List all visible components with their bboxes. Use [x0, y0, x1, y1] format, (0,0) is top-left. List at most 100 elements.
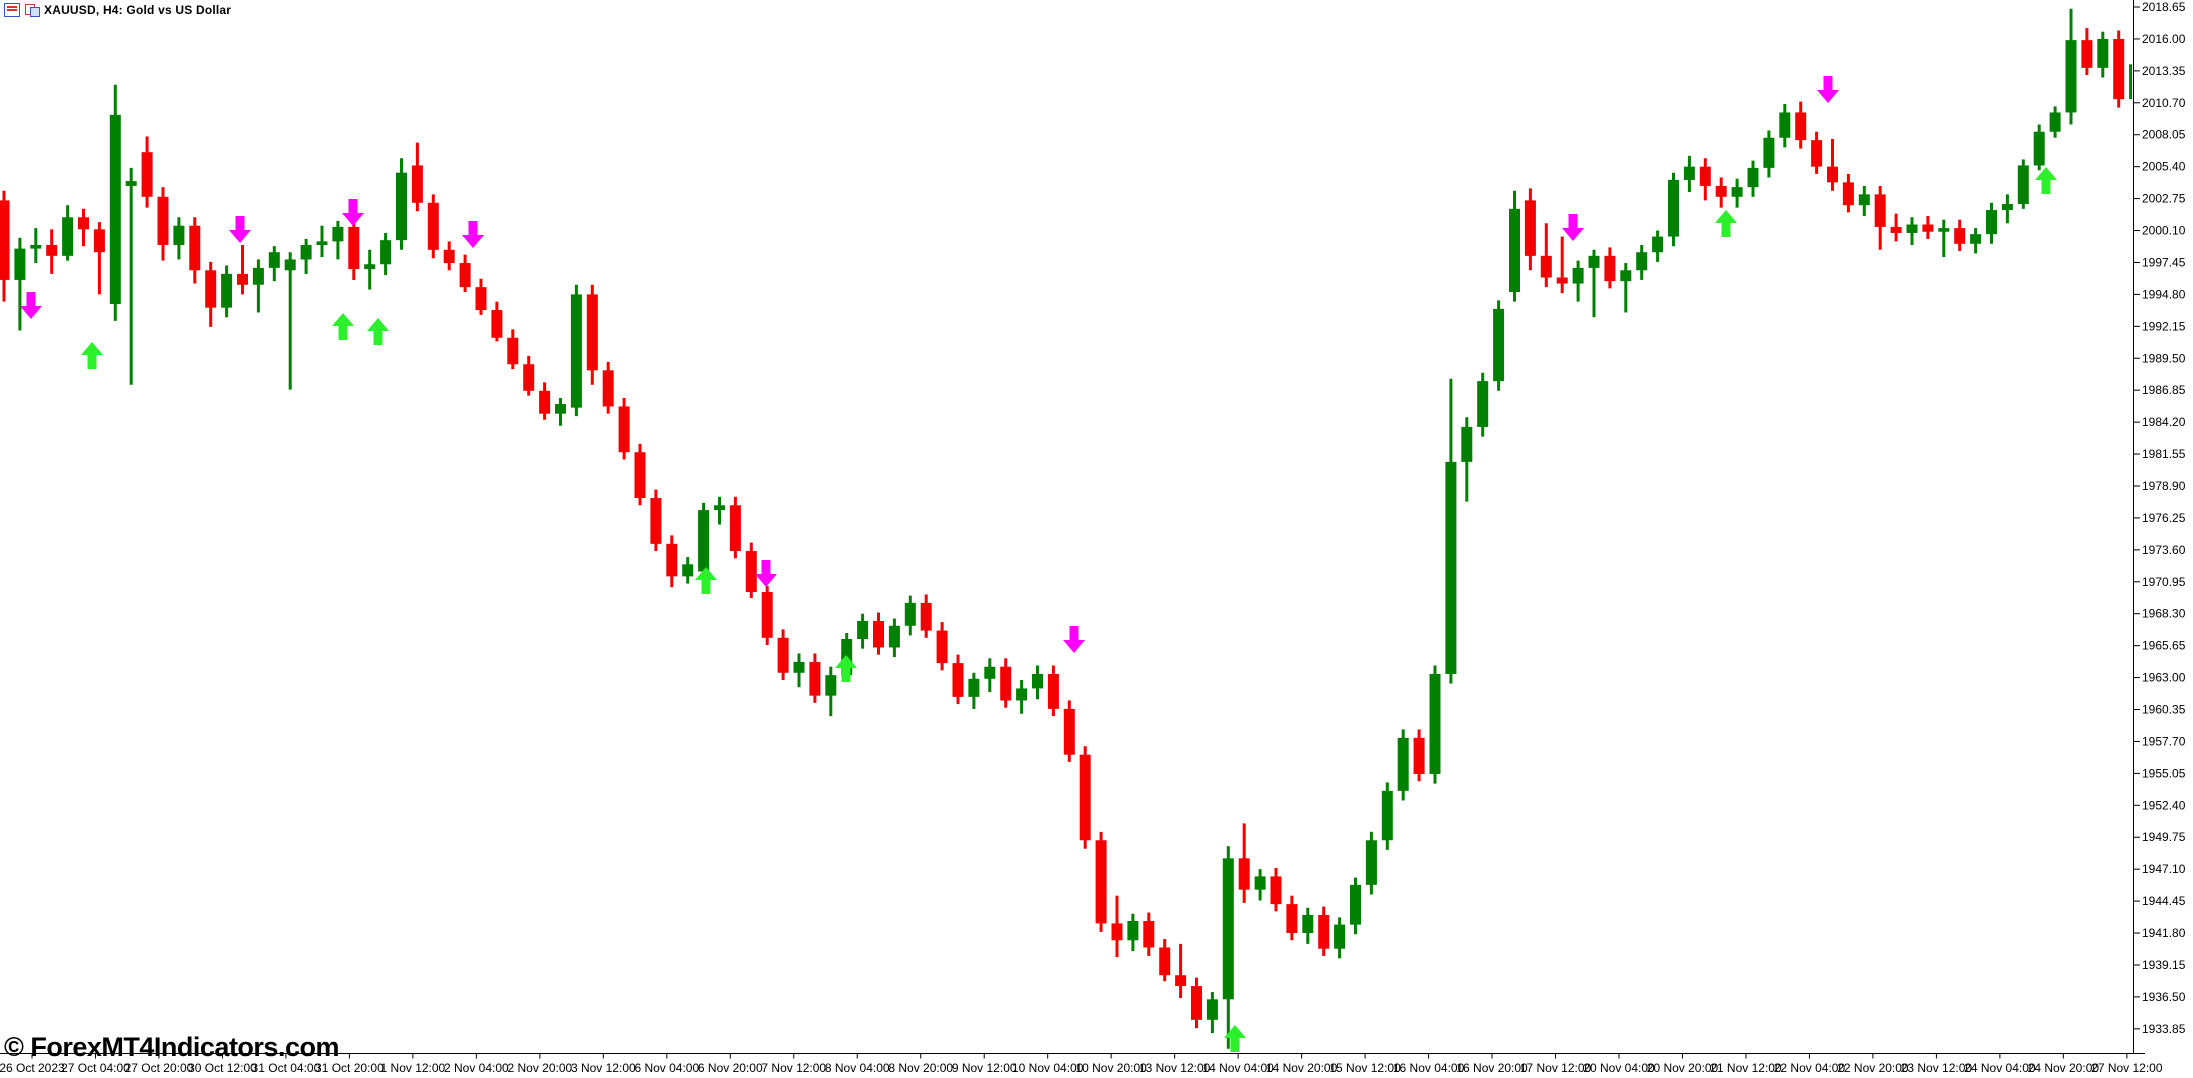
candle	[1477, 372, 1489, 437]
candle	[348, 217, 360, 280]
time-tick-label: 14 Nov 04:00	[1202, 1061, 1274, 1075]
candle	[1652, 230, 1664, 262]
candle	[1906, 217, 1918, 245]
time-tick-label: 22 Nov 04:00	[1774, 1061, 1846, 1075]
sell-arrow-icon	[755, 560, 777, 587]
candle	[888, 618, 900, 658]
candle	[1222, 846, 1234, 1049]
candle	[1079, 746, 1091, 849]
candle	[1493, 300, 1505, 391]
candle	[1683, 155, 1695, 192]
candle	[1318, 906, 1330, 956]
price-tick-label: 1963.00	[2142, 671, 2186, 685]
chart-list-icon[interactable]	[4, 3, 20, 17]
time-tick-label: 22 Nov 20:00	[1837, 1061, 1909, 1075]
candle	[1206, 992, 1218, 1034]
candle	[1811, 131, 1823, 174]
price-tick-label: 1986.85	[2142, 383, 2186, 397]
candle	[268, 246, 280, 282]
candle	[396, 158, 407, 250]
time-tick-label: 7 Nov 12:00	[761, 1061, 826, 1075]
candle	[952, 654, 964, 705]
candle	[745, 542, 757, 599]
price-tick-label: 1994.80	[2142, 287, 2186, 301]
candlestick-series	[0, 8, 2132, 1049]
candle	[1699, 158, 1711, 201]
candle	[666, 535, 678, 588]
watermark: © ForexMT4Indicators.com	[4, 1032, 339, 1062]
candle	[873, 612, 884, 655]
candle	[1890, 213, 1902, 242]
price-tick-label: 1989.50	[2142, 351, 2186, 365]
price-axis[interactable]: 2018.65 2016.00 2013.35 2010.70 2008.05 2005.…	[2133, 0, 2186, 1036]
price-tick-label: 2016.00	[2142, 32, 2186, 46]
candle	[586, 284, 598, 385]
sell-arrow-icon	[229, 216, 251, 243]
candle	[46, 229, 58, 274]
time-tick-label: 20 Nov 20:00	[1647, 1061, 1719, 1075]
candle	[1461, 417, 1473, 502]
candle	[1636, 244, 1648, 280]
time-tick-label: 21 Nov 12:00	[1710, 1061, 1782, 1075]
price-tick-label: 2005.40	[2142, 160, 2186, 174]
time-tick-label: 17 Nov 12:00	[1520, 1061, 1592, 1075]
candle	[427, 194, 439, 259]
candle	[1588, 249, 1600, 318]
candle	[141, 136, 153, 208]
price-tick-label: 2008.05	[2142, 128, 2186, 142]
sell-arrow-icon	[1562, 214, 1584, 241]
candle	[650, 489, 662, 552]
time-tick-label: 30 Oct 12:00	[188, 1061, 257, 1075]
candle	[1016, 679, 1028, 714]
candle	[1429, 665, 1441, 784]
time-tick-label: 1 Nov 12:00	[381, 1061, 446, 1075]
time-tick-label: 26 Oct 2023	[0, 1061, 65, 1075]
candle	[714, 496, 725, 525]
candle	[2081, 28, 2093, 76]
time-tick-label: 31 Oct 20:00	[315, 1061, 384, 1075]
buy-arrow-icon	[81, 342, 103, 369]
candle	[1668, 172, 1679, 247]
candle	[364, 249, 376, 290]
candle	[316, 225, 328, 258]
candle	[1063, 700, 1075, 762]
candle	[1763, 130, 1775, 178]
buy-arrow-icon	[367, 318, 389, 345]
candle	[920, 594, 932, 638]
candle	[459, 254, 471, 292]
candle	[1858, 185, 1870, 217]
candle	[78, 208, 89, 247]
candle	[984, 658, 996, 693]
candle	[0, 190, 10, 302]
chart-windows-icon[interactable]	[25, 4, 40, 17]
sell-arrow-icon	[20, 292, 42, 319]
price-tick-label: 1939.15	[2142, 958, 2186, 972]
candle	[936, 622, 948, 671]
plot-area[interactable]	[0, 8, 2140, 1052]
price-tick-label: 1949.75	[2142, 830, 2186, 844]
candle	[1000, 658, 1012, 708]
candle	[809, 653, 821, 703]
candle	[1620, 263, 1632, 313]
candle	[1127, 913, 1139, 952]
buy-arrow-icon	[1715, 210, 1737, 237]
time-tick-label: 16 Nov 20:00	[1456, 1061, 1528, 1075]
candle	[332, 220, 344, 260]
price-tick-label: 2018.65	[2142, 0, 2186, 14]
candle	[2065, 8, 2077, 125]
price-tick-label: 2002.75	[2142, 192, 2186, 206]
candle	[30, 228, 42, 264]
time-tick-label: 24 Nov 20:00	[2028, 1061, 2100, 1075]
candle	[1350, 877, 1361, 935]
candle	[2129, 64, 2132, 100]
time-tick-label: 23 Nov 12:00	[1901, 1061, 1973, 1075]
candle	[284, 252, 296, 390]
candle	[793, 653, 805, 688]
signal-arrows	[20, 76, 2057, 1052]
candle	[1159, 939, 1171, 982]
time-tick-label: 8 Nov 04:00	[825, 1061, 890, 1075]
price-tick-label: 1936.50	[2142, 990, 2186, 1004]
candle	[411, 142, 423, 212]
